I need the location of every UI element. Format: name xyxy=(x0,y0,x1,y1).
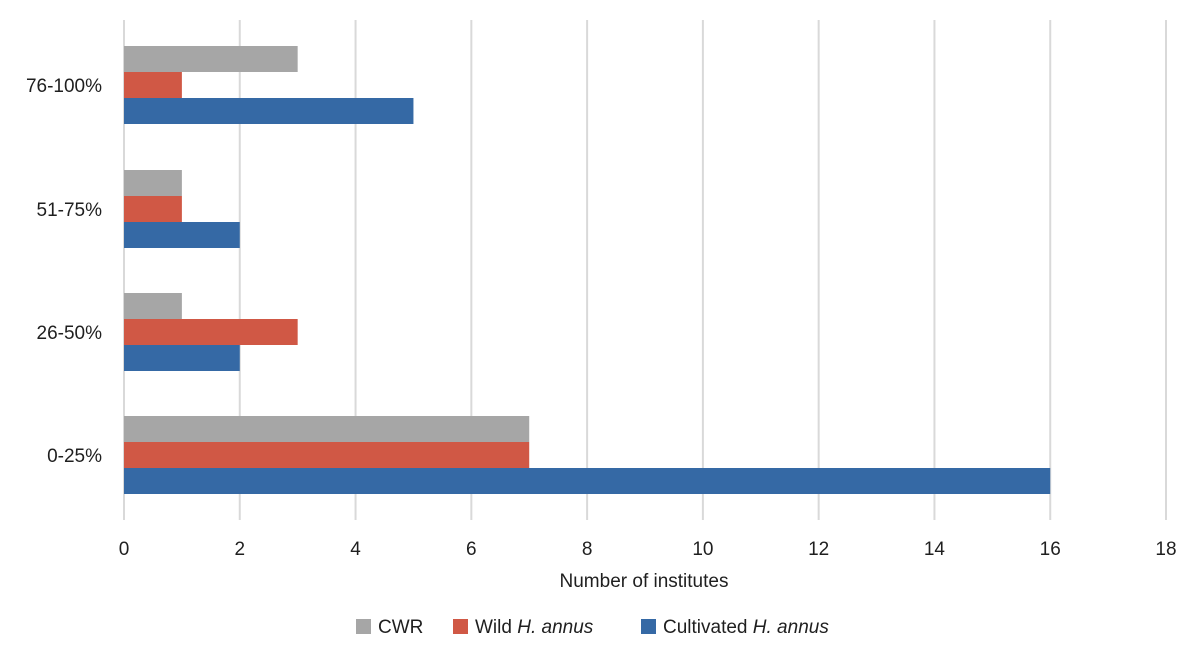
legend-label: CWR xyxy=(378,617,423,638)
x-tick-label: 16 xyxy=(1040,539,1061,560)
x-tick-label: 0 xyxy=(119,539,130,560)
bar xyxy=(124,72,182,98)
legend-swatch xyxy=(453,619,468,634)
x-tick-label: 6 xyxy=(466,539,477,560)
y-tick-label: 26-50% xyxy=(37,323,103,344)
y-axis-ticks: 0-25% 26-50% 51-75% 76-100% xyxy=(26,76,102,467)
bar xyxy=(124,98,414,124)
bar xyxy=(124,46,298,72)
x-axis-ticks: 0 2 4 6 8 10 12 14 16 18 xyxy=(119,539,1177,560)
legend-swatch xyxy=(356,619,371,634)
bar xyxy=(124,196,182,222)
x-axis-title: Number of institutes xyxy=(560,571,729,592)
bars xyxy=(124,46,1051,494)
x-tick-label: 12 xyxy=(808,539,829,560)
x-tick-label: 2 xyxy=(234,539,245,560)
bar xyxy=(124,293,182,319)
x-tick-label: 18 xyxy=(1155,539,1176,560)
bar xyxy=(124,468,1051,494)
bar xyxy=(124,345,240,371)
y-tick-label: 51-75% xyxy=(37,200,103,221)
bar xyxy=(124,170,182,196)
y-tick-label: 0-25% xyxy=(47,446,102,467)
x-tick-label: 4 xyxy=(350,539,361,560)
legend-swatch xyxy=(641,619,656,634)
x-tick-label: 10 xyxy=(692,539,713,560)
bar xyxy=(124,442,530,468)
x-tick-label: 14 xyxy=(924,539,946,560)
x-tick-label: 8 xyxy=(582,539,593,560)
y-tick-label: 76-100% xyxy=(26,76,102,97)
bar xyxy=(124,222,240,248)
legend-label: Wild H. annus xyxy=(475,617,594,638)
bar xyxy=(124,319,298,345)
legend: CWR Wild H. annus Cultivated H. annus xyxy=(356,617,829,638)
bar xyxy=(124,416,530,442)
legend-label: Cultivated H. annus xyxy=(663,617,829,638)
